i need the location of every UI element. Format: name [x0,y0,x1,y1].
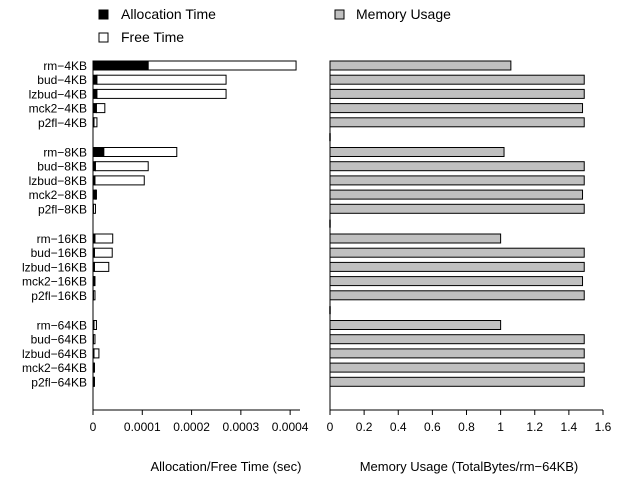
bar-memory-usage-lzbud-64kb [329,348,585,359]
bar-memory-usage-p2fl-4kb [329,117,585,128]
category-label-mck2-16kb: mck2−16KB [22,275,87,289]
bar-free-time-p2fl-16kb [92,290,96,301]
memory-x-tick-label: 1.2 [526,420,543,434]
bar-memory-usage-p2fl-64kb [329,376,585,387]
bar-free-time-bud-64kb [92,334,96,345]
bar-allocation-time-bud-4kb [92,74,98,85]
category-label-mck2-8kb: mck2−8KB [29,188,87,202]
bar-free-time-mck2-64kb [92,362,95,373]
time-x-tick-label: 0.0004 [272,420,309,434]
bar-allocation-time-lzbud-4kb [92,88,98,99]
memory-x-tick-label: 0.2 [356,420,373,434]
legend-swatch-free-time [98,32,109,43]
bar-memory-usage-rm-8kb [329,147,505,157]
bar-free-time-p2fl-4kb [93,117,98,128]
bar-free-time-lzbud-16kb [93,261,110,272]
memory-x-tick-label: 0.6 [424,420,441,434]
bar-memory-usage-p2fl-16kb [329,290,585,301]
bar-memory-usage-bud-8kb [329,161,585,172]
category-label-rm-64kb: rm−64KB [37,319,87,333]
bar-free-time-rm-16kb [94,233,114,244]
bar-memory-usage-mck2-16kb [329,276,584,287]
category-label-p2fl-8kb: p2fl−8KB [38,202,87,216]
bar-free-time-rm-4kb [147,60,297,71]
category-label-rm-16kb: rm−16KB [37,232,87,246]
time-x-tick-label: 0 [90,420,97,434]
legend-swatch-allocation-time [98,9,109,20]
category-label-lzbud-4kb: lzbud−4KB [29,87,87,101]
memory-x-tick-label: 1.4 [561,420,578,434]
bar-allocation-time-mck2-4kb [92,103,97,114]
category-label-rm-8kb: rm−8KB [43,146,87,160]
memory-x-tick-label: 0 [327,420,334,434]
bar-memory-usage-rm-64kb [329,320,502,330]
bar-free-time-p2fl-8kb [92,203,96,214]
bar-memory-usage-lzbud-4kb [329,88,585,99]
legend-label-memory-usage: Memory Usage [356,6,451,22]
category-label-rm-4kb: rm−4KB [43,59,87,73]
bar-free-time-bud-8kb [94,161,149,172]
bar-free-time-lzbud-8kb [94,175,145,186]
bar-memory-usage-lzbud-16kb [329,261,585,272]
bar-memory-usage-rm-16kb [329,233,502,244]
bar-memory-usage-bud-16kb [329,247,585,258]
bar-memory-usage-mck2-4kb [329,103,584,114]
bar-memory-usage-bud-4kb [329,74,585,85]
category-label-p2fl-16kb: p2fl−16KB [31,289,87,303]
bar-free-time-p2fl-64kb [92,376,95,387]
bar-allocation-time-rm-4kb [92,60,149,71]
legend-label-free-time: Free Time [121,29,184,45]
category-label-lzbud-8kb: lzbud−8KB [29,174,87,188]
time-x-tick-label: 0.0001 [124,420,161,434]
memory-chart-panel: 0 0.2 0.4 0.6 0.8 1 1.2 1.4 1.6 [327,60,612,434]
time-axis-title: Allocation/Free Time (sec) [151,459,302,474]
memory-x-tick-label: 1 [497,420,504,434]
bar-free-time-lzbud-64kb [93,348,100,359]
legend-label-allocation-time: Allocation Time [121,6,216,22]
memory-x-tick-label: 0.8 [458,420,475,434]
bar-free-time-bud-16kb [93,247,113,258]
bar-free-time-mck2-4kb [95,103,106,114]
category-label-lzbud-16kb: lzbud−16KB [22,260,87,274]
memory-x-tick-label: 1.6 [595,420,612,434]
legend: Allocation Time Free Time Memory Usage [98,6,451,45]
category-label-mck2-4kb: mck2−4KB [29,102,87,116]
bar-memory-usage-bud-64kb [329,334,585,345]
category-label-bud-16kb: bud−16KB [31,246,87,260]
category-label-p2fl-64kb: p2fl−64KB [31,375,87,389]
bar-allocation-time-rm-8kb [92,147,105,157]
category-label-p2fl-4kb: p2fl−4KB [38,116,87,130]
memory-axis-title: Memory Usage (TotalBytes/rm−64KB) [360,459,579,474]
category-label-bud-64kb: bud−64KB [31,333,87,347]
bar-free-time-bud-4kb [96,74,227,85]
bar-memory-usage-mck2-8kb [329,189,584,200]
category-label-mck2-64kb: mck2−64KB [22,361,87,375]
category-label-lzbud-64kb: lzbud−64KB [22,347,87,361]
bar-free-time-rm-64kb [93,320,97,330]
bar-free-time-mck2-8kb [94,189,97,200]
bar-free-time-lzbud-4kb [96,88,227,99]
time-chart-panel: 0 0.0001 0.0002 0.0003 0.0004rm−4KBbud−4KBlz… [22,59,309,434]
category-label-bud-4kb: bud−4KB [37,73,87,87]
category-label-bud-8kb: bud−8KB [37,160,87,174]
memory-x-tick-label: 0.4 [390,420,407,434]
bar-memory-usage-mck2-64kb [329,362,585,373]
legend-swatch-memory-usage [334,9,345,20]
time-x-tick-label: 0.0002 [173,420,210,434]
time-x-tick-label: 0.0003 [223,420,260,434]
bar-memory-usage-rm-4kb [329,60,512,71]
bar-memory-usage-p2fl-8kb [329,203,585,214]
bar-free-time-rm-8kb [103,147,178,157]
bar-memory-usage-lzbud-8kb [329,175,585,186]
bar-free-time-mck2-16kb [93,276,96,287]
